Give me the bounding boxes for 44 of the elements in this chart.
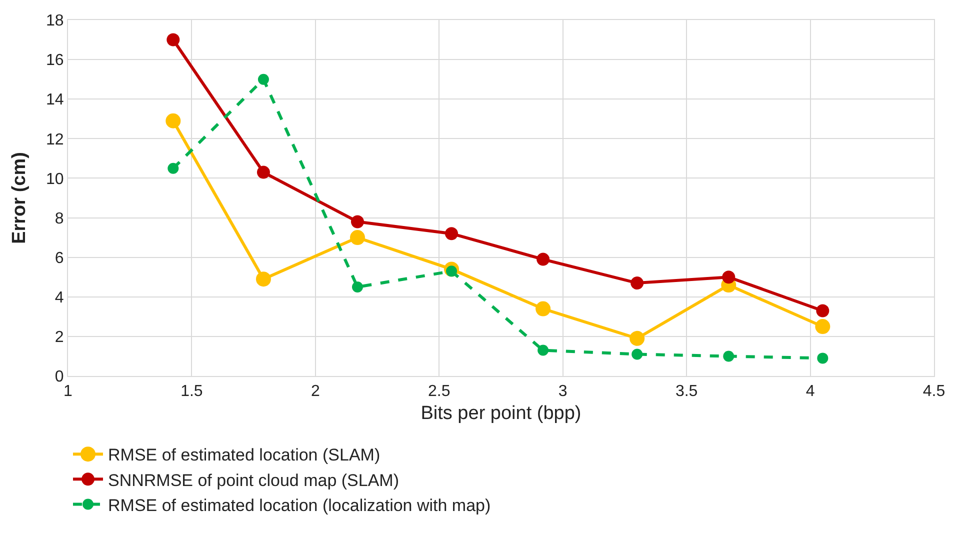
point <box>258 74 269 85</box>
point <box>632 348 643 360</box>
point <box>815 319 830 334</box>
point <box>723 350 734 362</box>
point <box>536 301 551 316</box>
x-tick-label: 4 <box>806 383 815 400</box>
point <box>350 215 364 228</box>
x-tick-label: 2 <box>310 383 320 400</box>
point <box>350 230 365 246</box>
legend-label: RMSE of estimated location (SLAM) <box>108 446 380 465</box>
x-tick-label: 3.5 <box>675 383 698 400</box>
point <box>816 304 830 318</box>
y-tick-label: 10 <box>46 170 64 188</box>
point <box>538 344 549 356</box>
point <box>722 270 736 284</box>
point <box>630 330 645 346</box>
y-tick-label: 12 <box>46 131 64 148</box>
x-tick-label: 1 <box>64 383 73 400</box>
point <box>168 162 179 174</box>
x-tick-label: 2.5 <box>428 383 450 400</box>
y-tick-label: 8 <box>54 210 64 228</box>
point <box>630 276 644 290</box>
y-tick-label: 2 <box>54 329 64 346</box>
point <box>166 33 180 46</box>
y-tick-label: 16 <box>46 52 64 70</box>
y-tick-label: 14 <box>46 92 64 109</box>
legend-label: RMSE of estimated location (localization with map) <box>108 496 491 515</box>
x-tick-label: 1.5 <box>180 383 203 400</box>
point <box>256 272 271 287</box>
y-tick-label: 0 <box>54 368 64 386</box>
y-axis-title: Error (cm) <box>8 152 30 244</box>
point <box>536 252 550 266</box>
x-tick-label: 3 <box>558 383 568 400</box>
x-tick-label: 4.5 <box>922 383 946 400</box>
legend-label: SNNRMSE of point cloud map (SLAM) <box>108 470 399 490</box>
point <box>166 113 181 128</box>
x-axis-title: Bits per point (bpp) <box>420 403 582 424</box>
point <box>817 352 828 364</box>
point <box>256 166 270 179</box>
y-tick-label: 4 <box>54 289 64 306</box>
point <box>352 282 363 292</box>
y-tick-label: 6 <box>54 250 64 267</box>
point <box>445 227 458 240</box>
y-tick-label: 18 <box>46 12 64 30</box>
